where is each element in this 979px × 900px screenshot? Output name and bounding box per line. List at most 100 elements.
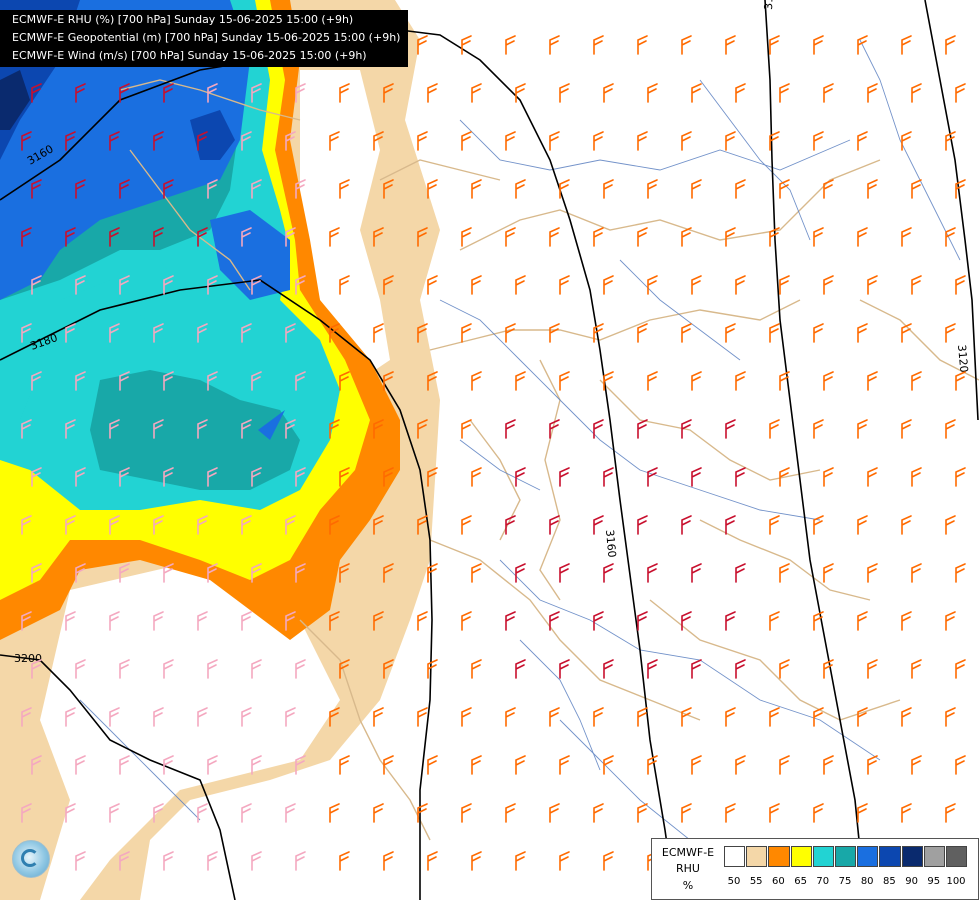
- wind-barb: [75, 563, 86, 583]
- wind-barb: [153, 323, 164, 343]
- rhu-legend: ECMWF-E RHU % 50 55 60 65 70 75 80 85 90 95 100: [651, 838, 979, 900]
- wind-barb: [857, 131, 868, 151]
- wind-barb: [75, 179, 86, 199]
- wind-barb: [769, 611, 780, 631]
- wind-barb: [813, 35, 824, 55]
- legend-tick: 75: [838, 876, 852, 887]
- wind-barb: [31, 275, 42, 295]
- wind-barb: [119, 371, 130, 391]
- wind-barb: [945, 323, 956, 343]
- wind-barb: [329, 419, 340, 439]
- wind-barb: [955, 755, 966, 775]
- wind-barb: [119, 755, 130, 775]
- wind-barb: [593, 227, 604, 247]
- wind-barb: [251, 179, 262, 199]
- wind-barb: [945, 419, 956, 439]
- wind-barb: [603, 563, 614, 583]
- wind-barb: [339, 755, 350, 775]
- wind-barb: [339, 467, 350, 487]
- wind-barb: [119, 275, 130, 295]
- wind-barb: [549, 35, 560, 55]
- ecmwf-logo-icon: [12, 840, 50, 878]
- wind-barb: [461, 515, 472, 535]
- wind-barb: [417, 227, 428, 247]
- wind-barb: [681, 803, 692, 823]
- wind-barb: [251, 563, 262, 583]
- legend-tick: 65: [794, 876, 807, 887]
- wind-barb: [735, 755, 746, 775]
- wind-barb: [383, 83, 394, 103]
- wind-barb: [329, 131, 340, 151]
- rhu-80-spot: [210, 210, 290, 300]
- wind-barb: [769, 419, 780, 439]
- wind-barb: [163, 179, 174, 199]
- legend-swatch: [857, 846, 879, 867]
- wind-barb: [637, 707, 648, 727]
- wind-barb: [857, 707, 868, 727]
- rhu-50-lower-left: [40, 560, 340, 900]
- wind-barb: [735, 659, 746, 679]
- country-borders: [119, 79, 979, 841]
- wind-barb: [901, 35, 912, 55]
- wind-barb: [65, 803, 76, 823]
- wind-barb: [285, 131, 296, 151]
- wind-barb: [603, 755, 614, 775]
- wind-barb: [461, 611, 472, 631]
- wind-barb: [901, 419, 912, 439]
- wind-barb: [461, 131, 472, 151]
- wind-barb: [559, 755, 570, 775]
- legend-tick: 90: [905, 876, 918, 887]
- contour-label: 3160: [603, 529, 618, 558]
- wind-barb: [119, 83, 130, 103]
- wind-barb: [373, 707, 384, 727]
- wind-barb: [725, 419, 736, 439]
- rhu-90-region: [0, 70, 30, 130]
- wind-barb: [955, 275, 966, 295]
- wind-barb: [559, 659, 570, 679]
- wind-barb: [505, 707, 516, 727]
- wind-barb: [945, 611, 956, 631]
- wind-barb: [603, 659, 614, 679]
- wind-barb: [725, 227, 736, 247]
- wind-barb: [945, 35, 956, 55]
- wind-barb: [197, 323, 208, 343]
- wind-barb: [75, 275, 86, 295]
- wind-barb: [329, 227, 340, 247]
- wind-barb: [207, 851, 218, 871]
- wind-barb: [813, 419, 824, 439]
- wind-barb: [505, 227, 516, 247]
- wind-barb: [559, 83, 570, 103]
- wind-barb: [373, 803, 384, 823]
- wind-barb: [515, 83, 526, 103]
- wind-barb: [163, 755, 174, 775]
- wind-barb: [769, 707, 780, 727]
- legend-tick: 60: [772, 876, 785, 887]
- wind-barb: [163, 467, 174, 487]
- wind-barb: [559, 467, 570, 487]
- wind-barb: [251, 275, 262, 295]
- wind-barb: [295, 83, 306, 103]
- wind-barb: [21, 227, 32, 247]
- wind-barb: [691, 563, 702, 583]
- wind-barbs: [21, 35, 966, 871]
- wind-barb: [515, 563, 526, 583]
- wind-barb: [65, 707, 76, 727]
- contour-label: 3200: [14, 652, 42, 665]
- wind-barb: [251, 371, 262, 391]
- wind-barb: [725, 803, 736, 823]
- wind-barb: [163, 275, 174, 295]
- wind-barb: [153, 707, 164, 727]
- wind-barb: [769, 131, 780, 151]
- wind-barb: [383, 275, 394, 295]
- legend-swatch: [834, 846, 857, 867]
- wind-barb: [823, 467, 834, 487]
- wind-barb: [197, 227, 208, 247]
- legend-swatch: [879, 846, 901, 867]
- wind-barb: [691, 467, 702, 487]
- wind-barb: [647, 83, 658, 103]
- wind-barb: [593, 35, 604, 55]
- wind-barb: [735, 275, 746, 295]
- wind-barb: [691, 659, 702, 679]
- wind-barb: [295, 371, 306, 391]
- wind-barb: [471, 851, 482, 871]
